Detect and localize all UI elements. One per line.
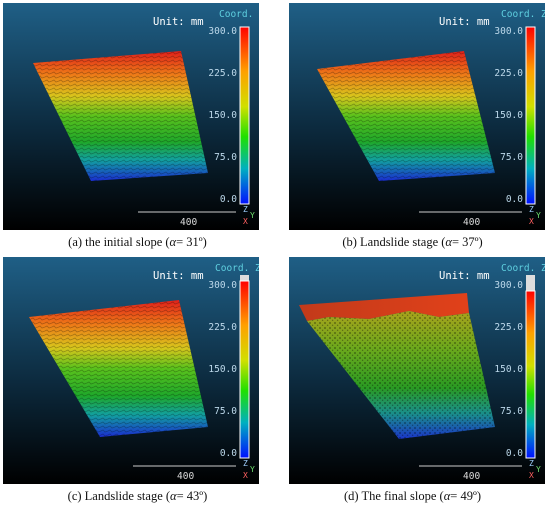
axis-x-label: X: [243, 471, 248, 480]
tick-label: 225.0: [494, 322, 523, 333]
unit-label: Unit: mm: [439, 270, 490, 282]
panel-b: Unit: mm Coord. Z 300.0 225.0 150.0 75.0…: [289, 3, 547, 230]
color-scale-bar-cap: [526, 275, 535, 291]
tick-label: 300.0: [208, 26, 237, 37]
axis-z-label: Z: [529, 459, 534, 468]
axis-y-label: Y: [250, 211, 255, 220]
unit-label: Unit: mm: [153, 16, 204, 28]
axis-y-label: Y: [250, 465, 255, 474]
axis-z-label: Z: [529, 205, 534, 214]
axis-x-label: X: [243, 217, 248, 226]
tick-label: 0.0: [220, 194, 237, 205]
tick-label: 150.0: [208, 364, 237, 375]
caption-b: (b) Landslide stage (α= 37º): [342, 235, 483, 249]
tick-label: 0.0: [506, 448, 523, 459]
tick-label: 225.0: [494, 68, 523, 79]
color-scale-bar-cap: [240, 275, 249, 281]
caption-d: (d) The final slope (α= 49º): [343, 489, 482, 503]
color-scale-bar: [525, 26, 536, 205]
tick-label: 0.0: [506, 194, 523, 205]
axis-y-label: Y: [536, 465, 541, 474]
tick-label: 75.0: [500, 406, 523, 417]
tick-label: 150.0: [494, 110, 523, 121]
tick-label: 0.0: [220, 448, 237, 459]
tick-label: 150.0: [208, 110, 237, 121]
scale-label: 400: [180, 217, 197, 228]
caption-a: (a) the initial slope (α= 31º): [68, 235, 207, 249]
tick-label: 225.0: [208, 322, 237, 333]
panel-c: Unit: mm Coord. Z 300.0 225.0 150.0 75.0…: [3, 257, 261, 484]
axis-y-label: Y: [536, 211, 541, 220]
panel-a: Unit: mm Coord. Z 300.0 225.0 150.0 75.0…: [3, 3, 265, 230]
coord-label: Coord. Z: [501, 9, 545, 20]
axis-z-label: Z: [243, 459, 248, 468]
axis-x-label: X: [529, 471, 534, 480]
panel-d: Unit: mm Coord. Z 300.0 225.0 150.0 75.0…: [289, 257, 547, 484]
tick-label: 150.0: [494, 364, 523, 375]
unit-label: Unit: mm: [153, 270, 204, 282]
tick-label: 300.0: [494, 280, 523, 291]
color-scale-bar: [525, 290, 536, 459]
scale-label: 400: [463, 471, 480, 482]
scale-label: 400: [463, 217, 480, 228]
tick-label: 75.0: [214, 406, 237, 417]
color-scale-bar: [239, 280, 250, 459]
scale-label: 400: [177, 471, 194, 482]
tick-label: 300.0: [494, 26, 523, 37]
tick-label: 75.0: [500, 152, 523, 163]
unit-label: Unit: mm: [439, 16, 490, 28]
axis-x-label: X: [529, 217, 534, 226]
caption-c: (c) Landslide stage (α= 43º): [67, 489, 208, 503]
axis-z-label: Z: [243, 205, 248, 214]
coord-label: Coord. Z: [219, 9, 259, 20]
tick-label: 75.0: [214, 152, 237, 163]
coord-label: Coord. Z: [501, 263, 545, 274]
tick-label: 225.0: [208, 68, 237, 79]
coord-label: Coord. Z: [215, 263, 259, 274]
slope-crest: [299, 293, 469, 321]
color-scale-bar: [239, 26, 250, 205]
tick-label: 300.0: [208, 280, 237, 291]
